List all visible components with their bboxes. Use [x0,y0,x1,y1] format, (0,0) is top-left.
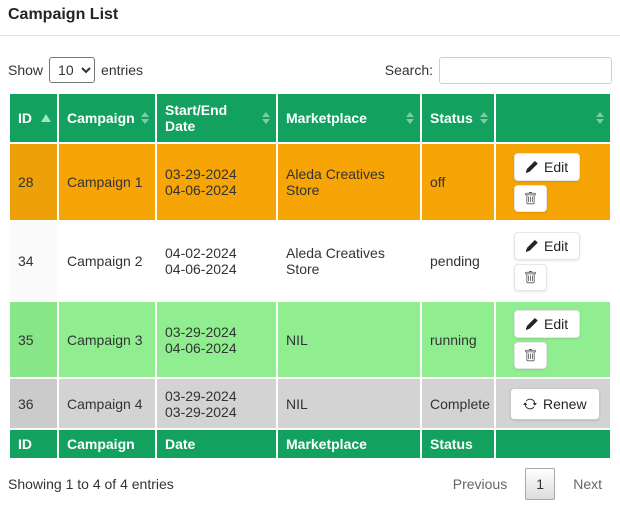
showing-entries-info: Showing 1 to 4 of 4 entries [8,476,174,492]
actions-cell: Renew [496,379,610,428]
sort-icon [141,112,149,124]
sort-ascending-icon [41,114,51,122]
search-label: Search: [384,62,433,78]
date-cell: 03-29-2024 03-29-2024 [157,379,276,428]
column-header-status[interactable]: Status [422,94,494,142]
id-cell: 35 [10,302,57,377]
footer-header-marketplace: Marketplace [278,430,420,458]
delete-button[interactable] [514,184,547,212]
status-cell: running [422,302,494,377]
id-cell: 36 [10,379,57,428]
campaign-cell: Campaign 4 [59,379,155,428]
status-cell: Complete [422,379,494,428]
renew-button-label: Renew [543,395,587,412]
trash-icon [524,191,537,205]
actions-cell: Edit [496,302,610,377]
footer-header-actions [496,430,610,458]
delete-button[interactable] [514,263,547,291]
edit-button[interactable]: Edit [514,152,581,181]
previous-page-button[interactable]: Previous [443,468,517,500]
date-cell: 03-29-2024 04-06-2024 [157,302,276,377]
pagination: Previous 1 Next [443,468,612,500]
sort-icon [262,112,270,124]
trash-icon [524,349,537,362]
pencil-icon [526,239,538,252]
marketplace-cell: NIL [278,302,420,377]
delete-button[interactable] [514,342,547,369]
campaign-cell: Campaign 3 [59,302,155,377]
entries-length-control: Show 10 entries [8,57,143,83]
trash-icon [524,270,537,284]
campaign-cell: Campaign 1 [59,144,155,220]
search-input[interactable] [439,56,612,84]
entries-label: entries [101,62,144,78]
footer-header-id: ID [10,430,57,458]
marketplace-cell: Aleda Creatives Store [278,144,420,220]
edit-button-label: Edit [544,316,569,332]
date-cell: 04-02-2024 04-06-2024 [157,222,276,300]
column-header-start-end-date[interactable]: Start/End Date [157,94,276,142]
actions-cell: Edit [496,144,610,220]
page-title: Campaign List [8,6,119,23]
table-row: 36 Campaign 4 03-29-2024 03-29-2024 NIL … [10,379,610,428]
footer-header-date: Date [157,430,276,458]
status-cell: pending [422,222,494,300]
title-divider [0,35,620,36]
footer-header-status: Status [422,430,494,458]
footer-header-campaign: Campaign [59,430,155,458]
search-control: Search: [384,56,612,84]
column-header-marketplace[interactable]: Marketplace [278,94,420,142]
renew-button[interactable]: Renew [510,387,600,420]
sort-icon [596,112,604,124]
column-header-campaign[interactable]: Campaign [59,94,155,142]
edit-button[interactable]: Edit [514,231,581,260]
column-header-id[interactable]: ID [10,94,57,142]
status-cell: off [422,144,494,220]
page-length-select[interactable]: 10 [49,57,96,83]
column-header-actions[interactable] [496,94,610,142]
campaign-table: ID Campaign Start/End Date Marketplace S… [8,92,612,460]
campaign-cell: Campaign 2 [59,222,155,300]
table-row: 34 Campaign 2 04-02-2024 04-06-2024 Aled… [10,222,610,300]
page-number-button[interactable]: 1 [525,468,556,500]
edit-button-label: Edit [544,237,569,254]
table-body: 28 Campaign 1 03-29-2024 04-06-2024 Aled… [10,144,610,428]
edit-button-label: Edit [544,158,569,175]
refresh-icon [523,397,537,411]
edit-button[interactable]: Edit [514,310,581,338]
sort-icon [480,112,488,124]
table-row: 35 Campaign 3 03-29-2024 04-06-2024 NIL … [10,302,610,377]
marketplace-cell: NIL [278,379,420,428]
table-header: ID Campaign Start/End Date Marketplace S… [10,94,610,142]
table-footer: ID Campaign Date Marketplace Status [10,430,610,458]
date-cell: 03-29-2024 04-06-2024 [157,144,276,220]
pencil-icon [526,318,538,330]
id-cell: 34 [10,222,57,300]
show-label: Show [8,62,44,78]
sort-icon [406,112,414,124]
table-row: 28 Campaign 1 03-29-2024 04-06-2024 Aled… [10,144,610,220]
table-info-bar: Showing 1 to 4 of 4 entries Previous 1 N… [8,468,612,500]
table-controls: Show 10 entries Search: [8,56,612,84]
pencil-icon [526,160,538,173]
id-cell: 28 [10,144,57,220]
actions-cell: Edit [496,222,610,300]
marketplace-cell: Aleda Creatives Store [278,222,420,300]
next-page-button[interactable]: Next [563,468,612,500]
